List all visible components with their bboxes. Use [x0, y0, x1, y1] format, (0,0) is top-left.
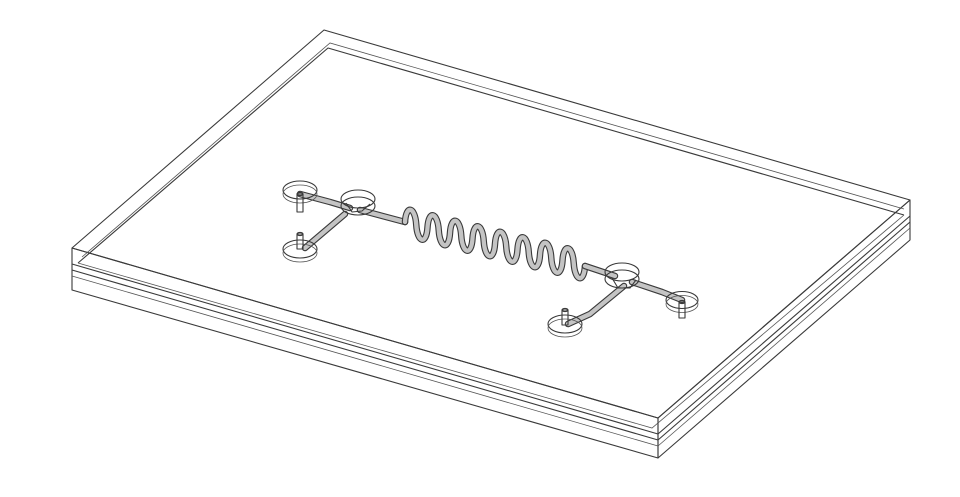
channel-network [296, 190, 686, 328]
port-right-bottom [561, 307, 569, 326]
serpentine-mixer-fill [402, 207, 588, 281]
chip-top-face [71, 29, 911, 419]
top-layer-rim-3 [77, 214, 905, 429]
reservoir-right-top [665, 290, 699, 313]
reservoirs [282, 180, 699, 338]
front-layer-line-3 [71, 275, 659, 447]
top-layer-rim-2 [81, 42, 905, 258]
junction-chamber-left [340, 189, 376, 216]
port-left-top [296, 191, 304, 213]
junction-chamber-right [604, 262, 640, 289]
channel-main-inlet-fill [357, 207, 408, 225]
side-layer-line-2 [657, 221, 911, 441]
front-layer-line-1 [71, 263, 659, 435]
chip-front-face [71, 247, 659, 459]
side-layer-line-3 [657, 227, 911, 447]
reservoir-right-bottom [547, 314, 583, 338]
port-right-top [678, 299, 686, 319]
channel-main-outlet-fill [582, 263, 618, 279]
channel-left-upper-branch-fill [297, 191, 353, 211]
side-layer-line-1 [657, 215, 911, 435]
ports [296, 191, 686, 326]
front-layer-line-2 [71, 269, 659, 441]
reservoir-left-bottom [282, 239, 318, 263]
chip-side-face [657, 199, 911, 459]
reservoir-left-top [282, 180, 318, 204]
top-layer-rim [77, 47, 905, 264]
chip-body [71, 29, 911, 459]
port-left-bottom [296, 231, 304, 250]
channel-left-lower-branch-fill [302, 211, 348, 251]
channel-right-upper-branch-fill [629, 279, 685, 303]
